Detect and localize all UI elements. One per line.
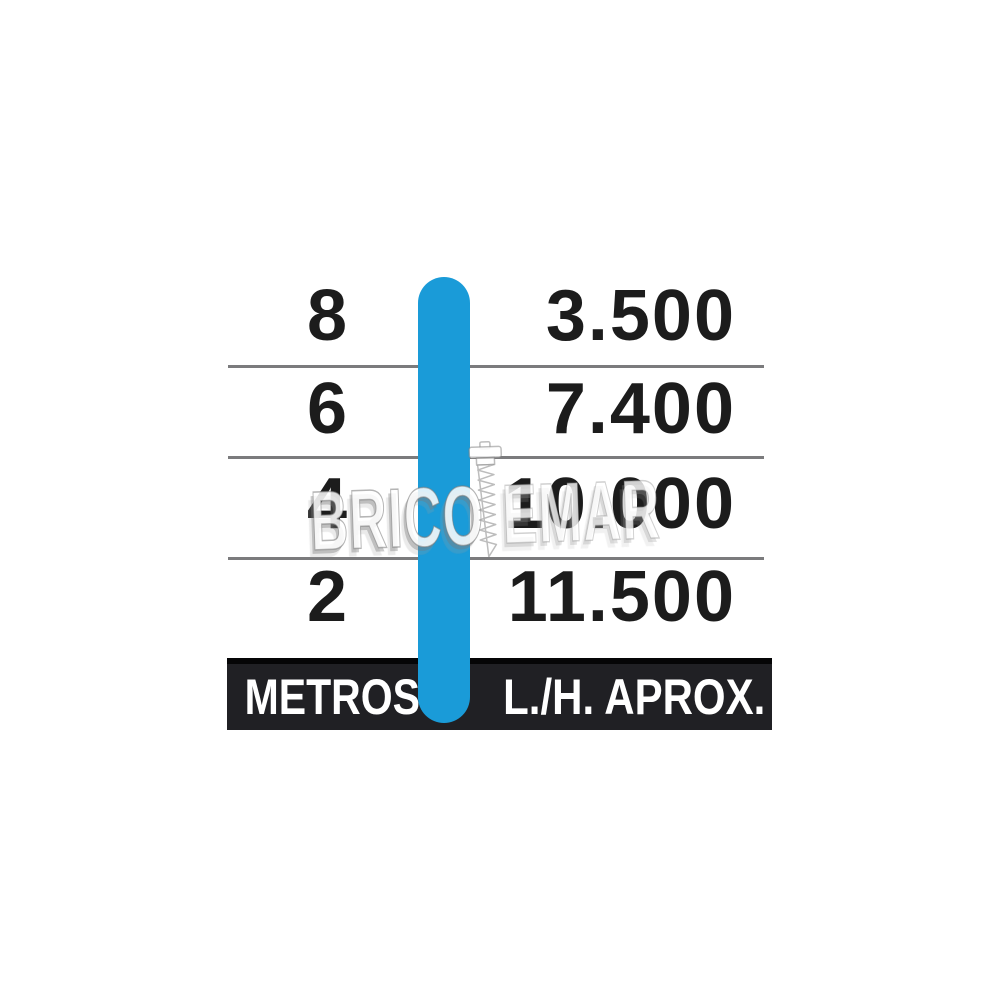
table-row: 8 3.500 (228, 270, 764, 362)
metros-value: 6 (306, 369, 350, 449)
table-row: 2 11.500 (228, 551, 764, 643)
lh-aprox-value: 7.400 (545, 369, 736, 449)
lh-aprox-value: 10.000 (503, 464, 736, 544)
row-divider-1 (228, 365, 764, 368)
metros-value: 8 (306, 276, 350, 356)
row-divider-3 (228, 557, 764, 560)
footer-label-metros: METROS (244, 669, 421, 725)
table-row: 6 7.400 (228, 363, 764, 455)
table-row: 4 10.000 (228, 458, 764, 550)
lh-aprox-value: 11.500 (507, 557, 736, 637)
metros-value: 2 (306, 557, 350, 637)
metros-value: 4 (306, 464, 350, 544)
table-footer: METROS L./H. APROX. (227, 658, 772, 730)
footer-label-lh-aprox: L./H. APROX. (503, 669, 766, 725)
blue-tube-bar (418, 277, 470, 723)
lh-aprox-value: 3.500 (545, 276, 736, 356)
